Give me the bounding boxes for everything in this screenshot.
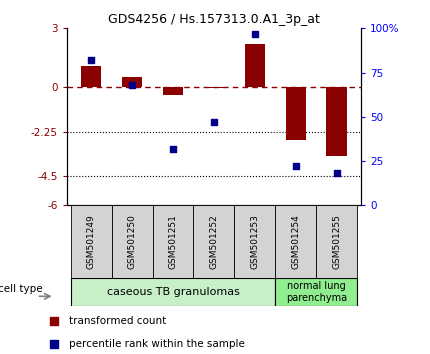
Bar — [275, 205, 316, 278]
Bar — [81, 66, 101, 87]
Text: GSM501254: GSM501254 — [291, 214, 300, 269]
Bar — [204, 87, 224, 88]
Text: GSM501252: GSM501252 — [209, 214, 218, 269]
Text: GSM501249: GSM501249 — [87, 214, 96, 269]
Bar — [245, 44, 265, 87]
Bar — [286, 87, 306, 141]
Text: caseous TB granulomas: caseous TB granulomas — [107, 287, 240, 297]
Bar — [122, 78, 142, 87]
Bar — [316, 205, 357, 278]
Point — [332, 236, 339, 242]
Text: GSM501253: GSM501253 — [250, 214, 259, 269]
Text: cell type: cell type — [0, 284, 42, 294]
Bar — [71, 278, 275, 306]
Text: GSM501255: GSM501255 — [332, 214, 341, 269]
Text: normal lung
parenchyma: normal lung parenchyma — [286, 281, 347, 303]
Point — [169, 146, 176, 152]
Text: percentile rank within the sample: percentile rank within the sample — [70, 339, 246, 349]
Bar — [112, 205, 153, 278]
Bar — [194, 205, 234, 278]
Bar — [153, 205, 194, 278]
Text: GSM501250: GSM501250 — [128, 214, 137, 269]
Text: GSM501251: GSM501251 — [169, 214, 178, 269]
Point — [252, 31, 258, 36]
Point — [211, 119, 218, 125]
Point — [88, 57, 95, 63]
Point — [333, 171, 340, 176]
Bar — [275, 278, 357, 306]
Bar — [234, 205, 275, 278]
Point — [129, 82, 135, 88]
Text: transformed count: transformed count — [70, 316, 167, 326]
Title: GDS4256 / Hs.157313.0.A1_3p_at: GDS4256 / Hs.157313.0.A1_3p_at — [108, 13, 320, 26]
Point — [292, 164, 299, 169]
Point — [332, 27, 339, 33]
Bar — [326, 87, 347, 156]
Bar — [163, 87, 183, 95]
Bar — [71, 205, 112, 278]
